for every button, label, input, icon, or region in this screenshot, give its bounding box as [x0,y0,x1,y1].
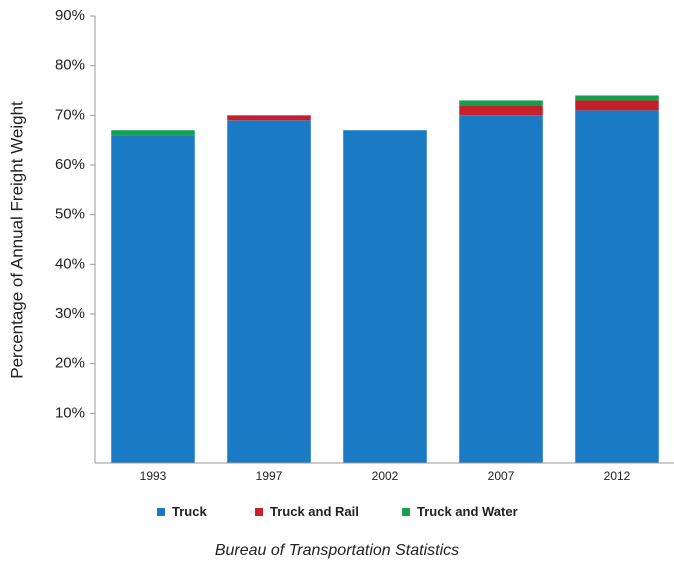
bar-segment [575,95,659,101]
bar-segment [111,130,195,136]
bar-segment [459,100,543,106]
y-tick-label: 50% [55,206,85,223]
legend-swatch [157,508,165,516]
legend-label: Truck [172,504,207,519]
bar-segment [227,120,311,464]
bar-segment [575,110,659,463]
legend-swatch [255,508,263,516]
y-tick-label: 20% [55,355,85,372]
bar-segment [459,115,543,463]
legend-swatch [402,508,410,516]
bar-segment [459,105,543,116]
y-tick-label: 10% [55,404,85,421]
source: Bureau of Transportation Statistics [215,542,459,559]
bar-segment [575,100,659,111]
x-tick-label: 1993 [140,469,167,483]
y-tick-label: 90% [55,7,85,24]
y-tick-label: 60% [55,156,85,173]
legend-label: Truck and Water [417,504,518,519]
x-tick-label: 2007 [488,469,515,483]
x-tick-label: 1997 [256,469,283,483]
x-tick-label: 2012 [604,469,631,483]
y-tick-label: 70% [55,106,85,123]
legend-label: Truck and Rail [270,504,359,519]
y-tick-label: 40% [55,255,85,272]
x-tick-label: 2002 [372,469,399,483]
bar-segment [343,130,427,463]
y-tick-label: 80% [55,57,85,74]
bar-segment [227,115,311,121]
y-tick-label: 30% [55,305,85,322]
bar-segment [111,135,195,463]
y-axis-label: Percentage of Annual Freight Weight [7,101,26,379]
